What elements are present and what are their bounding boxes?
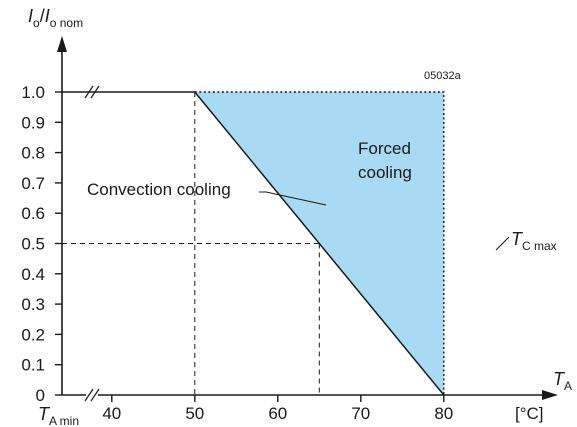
convection-leader-line [259,191,327,206]
y-tick-label-0: 0 [36,386,45,405]
y-axis-arrow [57,36,67,52]
series-line [62,91,445,396]
axis-break-top [84,85,100,99]
x-tick-label-3: 70 [351,404,370,423]
forced-cooling-region [194,92,444,395]
guide-lines [62,92,320,395]
y-tick-label-7: 0.7 [21,174,45,193]
x-axis-unit: [°C] [515,404,544,423]
forced-cooling-label-2: cooling [358,163,412,182]
x-tick-label-1: 50 [185,404,204,423]
forced-cooling-label-1: Forced [358,139,411,158]
x-min-label: TA min [38,404,79,427]
y-ticks: 0 0.1 0.2 0.3 0.4 0.5 0.6 0.7 0.8 0.9 1.0 [21,83,62,405]
y-tick-label-10: 1.0 [21,83,45,102]
x-tick-label-4: 80 [434,404,453,423]
y-tick-label-2: 0.2 [21,325,45,344]
y-tick-label-8: 0.8 [21,144,45,163]
convection-cooling-label: Convection cooling [87,180,231,199]
x-axis-label: TA [553,369,572,393]
y-tick-label-6: 0.6 [21,204,45,223]
figure-id: 05032a [424,70,462,82]
axis-break-bottom [84,388,100,402]
tc-max-leader-line [495,236,510,251]
y-tick-label-9: 0.9 [21,113,45,132]
y-tick-label-3: 0.3 [21,295,45,314]
tc-max-label: TC max [511,229,557,253]
y-tick-label-4: 0.4 [21,265,45,284]
y-tick-label-5: 0.5 [21,235,45,254]
x-ticks: 40 50 60 70 80 [102,395,453,423]
y-tick-label-1: 0.1 [21,356,45,375]
forced-region-border [194,91,445,395]
x-axis-arrow [542,390,558,400]
x-tick-label-0: 40 [102,404,121,423]
y-axis-label: Io/Io nom [28,6,83,30]
x-tick-label-2: 60 [268,404,287,423]
